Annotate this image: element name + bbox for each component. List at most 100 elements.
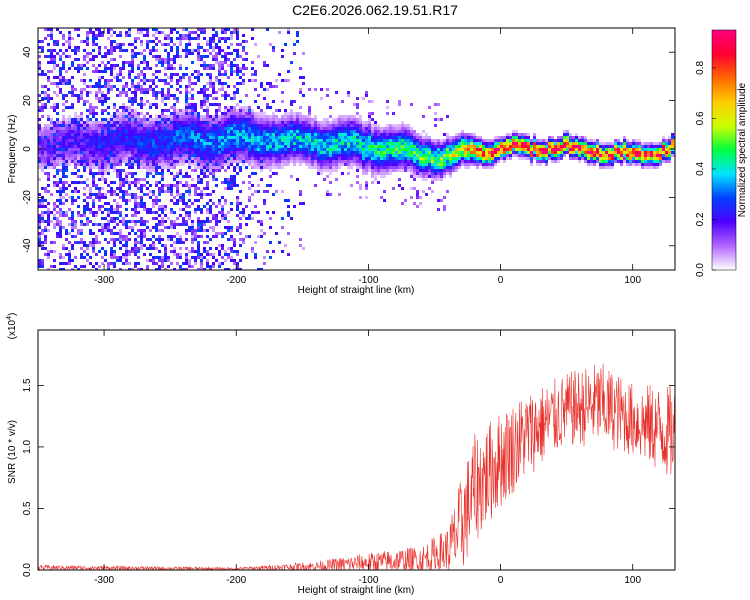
heatmap-cell xyxy=(188,106,191,109)
heatmap-cell xyxy=(89,166,92,169)
heatmap-cell xyxy=(224,124,227,127)
heatmap-cell xyxy=(182,145,185,148)
heatmap-cell xyxy=(263,148,266,151)
heatmap-cell xyxy=(143,142,146,145)
heatmap-cell xyxy=(47,100,50,103)
heatmap-cell xyxy=(89,136,92,139)
heatmap-cell xyxy=(284,199,287,202)
heatmap-cell xyxy=(194,199,197,202)
heatmap-cell xyxy=(356,136,359,139)
heatmap-cell xyxy=(44,226,47,229)
heatmap-cell xyxy=(152,133,155,136)
heatmap-cell xyxy=(206,208,209,211)
heatmap-cell xyxy=(122,169,125,172)
heatmap-cell xyxy=(392,145,395,148)
heatmap-cell xyxy=(182,220,185,223)
heatmap-cell xyxy=(554,148,557,151)
heatmap-cell xyxy=(56,28,59,31)
heatmap-cell xyxy=(251,184,254,187)
heatmap-cell xyxy=(53,43,56,46)
heatmap-cell xyxy=(347,139,350,142)
heatmap-cell xyxy=(53,226,56,229)
heatmap-cell xyxy=(143,157,146,160)
heatmap-cell xyxy=(41,151,44,154)
heatmap-cell xyxy=(230,256,233,259)
heatmap-cell xyxy=(182,34,185,37)
heatmap-cell xyxy=(269,241,272,244)
heatmap-cell xyxy=(380,145,383,148)
heatmap-cell xyxy=(245,157,248,160)
heatmap-cell xyxy=(299,76,302,79)
heatmap-cell xyxy=(335,133,338,136)
heatmap-cell xyxy=(116,142,119,145)
heatmap-cell xyxy=(251,247,254,250)
heatmap-cell xyxy=(83,157,86,160)
heatmap-cell xyxy=(491,157,494,160)
heatmap-cell xyxy=(278,157,281,160)
heatmap-cell xyxy=(347,154,350,157)
heatmap-cell xyxy=(83,181,86,184)
heatmap-cell xyxy=(227,106,230,109)
heatmap-cell xyxy=(47,214,50,217)
heatmap-cell xyxy=(257,127,260,130)
heatmap-cell xyxy=(461,154,464,157)
heatmap-cell xyxy=(479,163,482,166)
heatmap-cell xyxy=(83,169,86,172)
heatmap-cell xyxy=(218,250,221,253)
heatmap-cell xyxy=(467,160,470,163)
heatmap-cell xyxy=(86,163,89,166)
heatmap-cell xyxy=(110,85,113,88)
heatmap-cell xyxy=(230,52,233,55)
heatmap-cell xyxy=(113,217,116,220)
heatmap-cell xyxy=(449,163,452,166)
heatmap-cell xyxy=(185,97,188,100)
heatmap-cell xyxy=(77,196,80,199)
heatmap-cell xyxy=(203,163,206,166)
heatmap-cell xyxy=(89,172,92,175)
heatmap-cell xyxy=(236,112,239,115)
heatmap-cell xyxy=(347,142,350,145)
heatmap-cell xyxy=(92,172,95,175)
heatmap-cell xyxy=(68,262,71,265)
heatmap-cell xyxy=(218,265,221,268)
heatmap-cell xyxy=(404,139,407,142)
heatmap-cell xyxy=(260,160,263,163)
heatmap-cell xyxy=(44,127,47,130)
heatmap-cell xyxy=(137,202,140,205)
heatmap-cell xyxy=(110,136,113,139)
heatmap-cell xyxy=(167,130,170,133)
heatmap-cell xyxy=(335,157,338,160)
heatmap-cell xyxy=(293,205,296,208)
heatmap-cell xyxy=(134,112,137,115)
heatmap-cell xyxy=(146,169,149,172)
heatmap-cell xyxy=(71,88,74,91)
heatmap-cell xyxy=(353,118,356,121)
heatmap-cell xyxy=(386,166,389,169)
heatmap-cell xyxy=(131,70,134,73)
heatmap-cell xyxy=(236,124,239,127)
heatmap-cell xyxy=(257,55,260,58)
heatmap-cell xyxy=(350,151,353,154)
heatmap-cell xyxy=(284,124,287,127)
heatmap-cell xyxy=(317,160,320,163)
heatmap-cell xyxy=(74,145,77,148)
heatmap-cell xyxy=(410,166,413,169)
heatmap-cell xyxy=(50,106,53,109)
heatmap-cell xyxy=(197,205,200,208)
heatmap-cell xyxy=(41,49,44,52)
heatmap-cell xyxy=(203,124,206,127)
heatmap-cell xyxy=(188,97,191,100)
heatmap-cell xyxy=(482,139,485,142)
heatmap-cell xyxy=(224,157,227,160)
heatmap-cell xyxy=(365,169,368,172)
heatmap-cell xyxy=(521,157,524,160)
heatmap-cell xyxy=(380,148,383,151)
heatmap-cell xyxy=(506,142,509,145)
heatmap-cell xyxy=(326,124,329,127)
heatmap-cell xyxy=(278,127,281,130)
heatmap-cell xyxy=(251,130,254,133)
heatmap-cell xyxy=(296,112,299,115)
heatmap-cell xyxy=(362,172,365,175)
heatmap-cell xyxy=(107,145,110,148)
heatmap-cell xyxy=(197,229,200,232)
